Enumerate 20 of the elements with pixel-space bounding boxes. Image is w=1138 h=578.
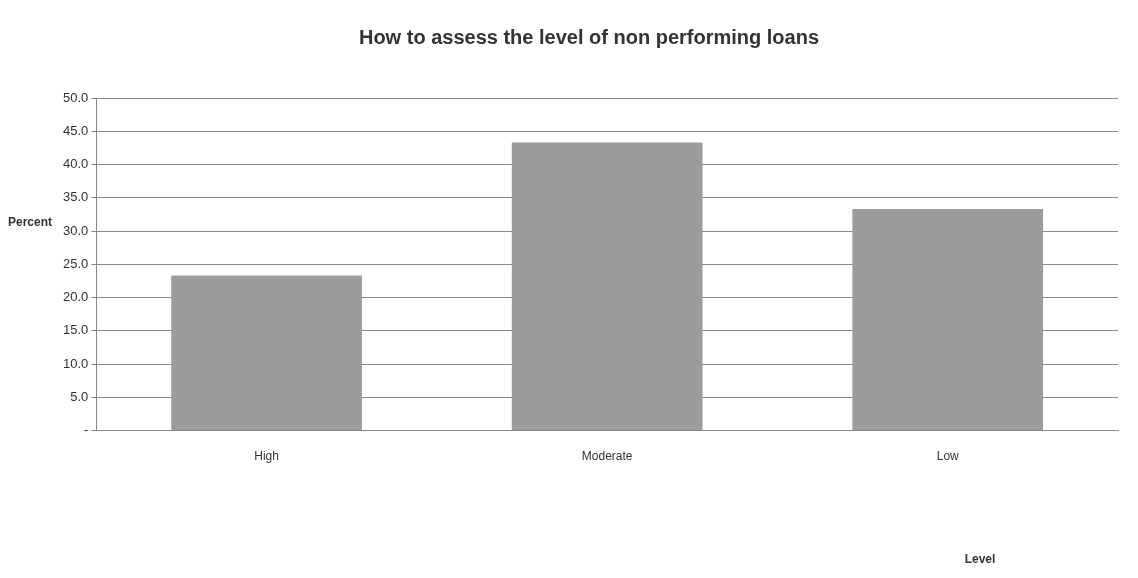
bar <box>171 275 362 431</box>
x-tick-label: High <box>254 449 279 464</box>
y-tick-label: 15.0 <box>62 322 89 338</box>
y-axis-title: Percent <box>8 214 53 229</box>
chart-title: How to assess the level of non performing loans <box>358 25 820 48</box>
y-tick-label: 45.0 <box>62 122 89 138</box>
bar <box>511 142 703 431</box>
y-tick-label: 50.0 <box>62 89 89 105</box>
y-tick-label: 10.0 <box>62 355 89 371</box>
y-tick-label: - <box>83 422 89 438</box>
bar <box>852 209 1044 431</box>
text: Level <box>964 552 996 567</box>
x-tick-label: Low <box>936 449 960 464</box>
y-tick-label: 40.0 <box>62 156 89 172</box>
y-tick-label: 5.0 <box>70 388 89 404</box>
y-tick-label: 35.0 <box>62 189 89 205</box>
x-tick-label: Moderate <box>581 449 633 464</box>
y-tick-label: 25.0 <box>62 255 89 271</box>
y-tick-label: 30.0 <box>62 222 89 238</box>
y-tick-label: 20.0 <box>62 289 89 305</box>
